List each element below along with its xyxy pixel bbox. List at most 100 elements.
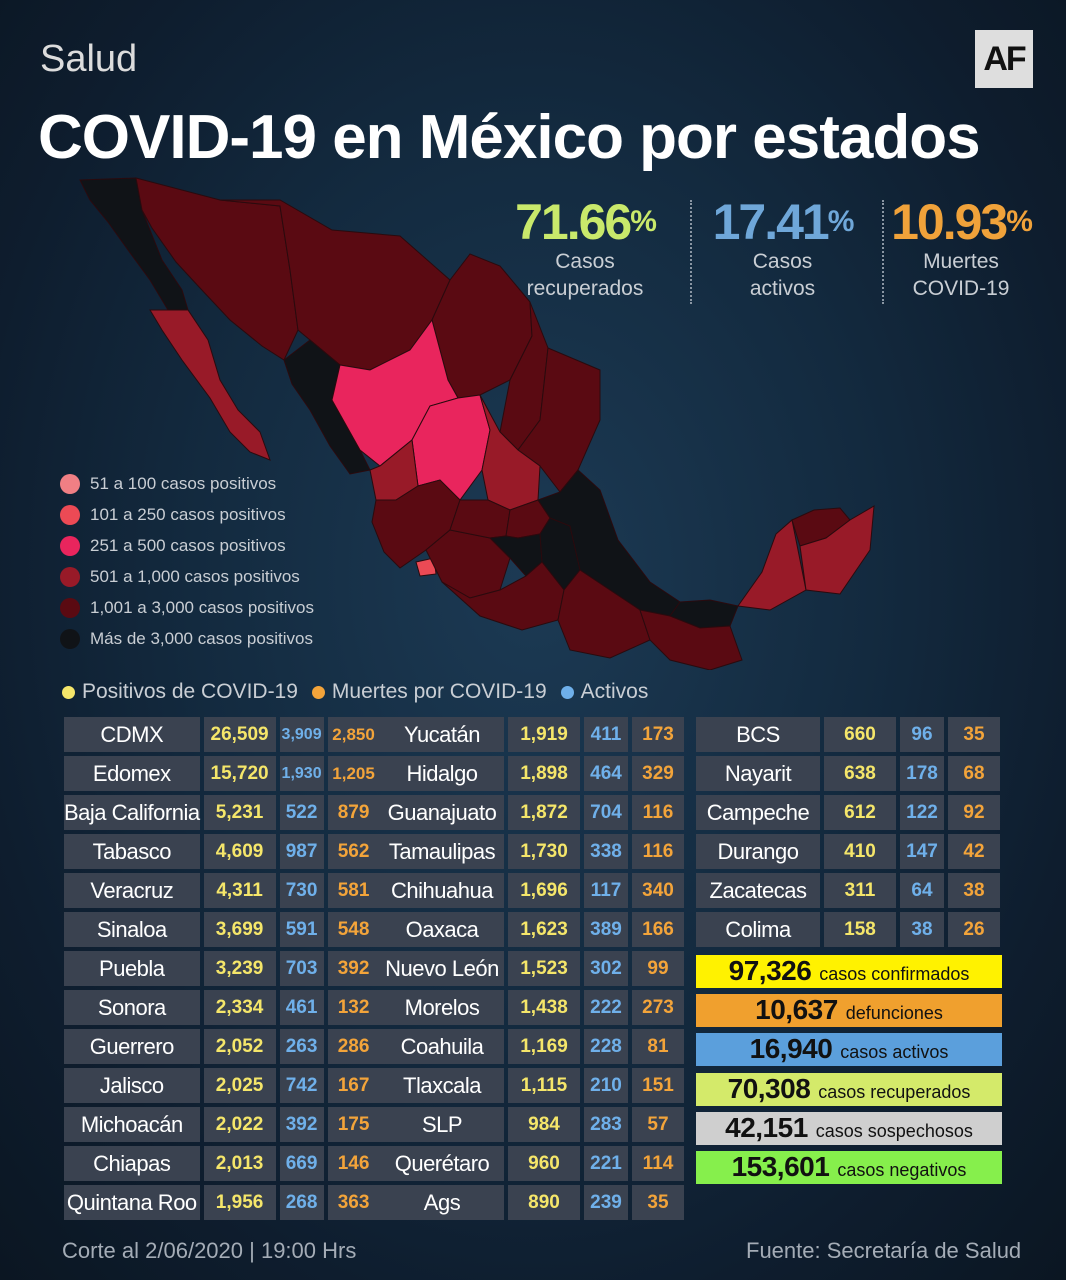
- summary-box: 16,940 casos activos: [696, 1033, 1002, 1067]
- state-name: Coahuila: [380, 1029, 504, 1064]
- map-state-colima: [415, 557, 437, 577]
- table-row: Sinaloa 3,699 591 548: [64, 912, 380, 947]
- positive-count: 1,898: [508, 756, 580, 791]
- table-row: Ags 890 239 35: [380, 1185, 684, 1220]
- stat-deaths-value: 10.93%: [891, 194, 1033, 250]
- summary-label: casos confirmados: [819, 964, 970, 984]
- death-count: 286: [327, 1029, 380, 1064]
- state-name: BCS: [696, 717, 820, 752]
- active-count: 178: [900, 756, 944, 791]
- key-dot-icon: [62, 685, 75, 699]
- active-count: 64: [900, 873, 944, 908]
- page-title: COVID-19 en México por estados: [38, 103, 981, 172]
- state-name: Sonora: [64, 990, 200, 1025]
- legend-dot-icon: [60, 504, 80, 525]
- positive-count: 960: [508, 1146, 580, 1181]
- active-count: 268: [279, 1185, 324, 1220]
- table-row: Campeche 612 122 92: [696, 795, 1000, 830]
- table-row: Nuevo León 1,523 302 99: [380, 951, 684, 986]
- state-name: Nayarit: [696, 756, 820, 791]
- legend-item: Más de 3,000 casos positivos: [60, 623, 314, 654]
- death-count: 167: [327, 1068, 380, 1103]
- active-count: 730: [279, 873, 324, 908]
- death-count: 35: [632, 1185, 684, 1220]
- positive-count: 2,334: [203, 990, 276, 1025]
- positive-count: 1,872: [508, 795, 580, 830]
- legend-label: 501 a 1,000 casos positivos: [90, 566, 300, 586]
- stat-active: 17.41% Casos activos: [700, 196, 865, 302]
- state-name: Veracruz: [64, 873, 200, 908]
- state-name: Hidalgo: [380, 756, 504, 791]
- state-name: Tamaulipas: [380, 834, 504, 869]
- legend-dot-icon: [60, 597, 80, 618]
- af-logo: AF: [975, 30, 1033, 88]
- legend-dot-icon: [60, 535, 80, 556]
- map-state-guanajuato: [449, 499, 511, 539]
- table-key: Muertes por COVID-19: [311, 680, 547, 704]
- table-row: Tlaxcala 1,115 210 151: [380, 1068, 684, 1103]
- active-count: 389: [584, 912, 628, 947]
- state-name: Campeche: [696, 795, 820, 830]
- positive-count: 3,239: [203, 951, 276, 986]
- death-count: 26: [948, 912, 1000, 947]
- table-row: Guerrero 2,052 263 286: [64, 1029, 380, 1064]
- death-count: 2,850: [327, 717, 380, 752]
- state-name: Jalisco: [64, 1068, 200, 1103]
- positive-count: 638: [824, 756, 896, 791]
- active-count: 283: [584, 1107, 628, 1142]
- positive-count: 1,696: [508, 873, 580, 908]
- positive-count: 1,438: [508, 990, 580, 1025]
- death-count: 166: [632, 912, 684, 947]
- positive-count: 2,052: [203, 1029, 276, 1064]
- legend-label: 51 a 100 casos positivos: [90, 473, 277, 493]
- positive-count: 984: [508, 1107, 580, 1142]
- stat-recovered: 71.66% Casos recuperados: [500, 196, 670, 302]
- active-count: 392: [279, 1107, 324, 1142]
- death-count: 363: [327, 1185, 380, 1220]
- summary-box: 10,637 defunciones: [696, 994, 1002, 1028]
- legend-dot-icon: [60, 473, 80, 494]
- death-count: 68: [948, 756, 1000, 791]
- positive-count: 26,509: [203, 717, 276, 752]
- table-row: SLP 984 283 57: [380, 1107, 684, 1142]
- death-count: 1,205: [327, 756, 380, 791]
- active-count: 742: [279, 1068, 324, 1103]
- state-name: Durango: [696, 834, 820, 869]
- legend-item: 1,001 a 3,000 casos positivos: [60, 592, 314, 623]
- mexico-map: [79, 177, 875, 670]
- death-count: 116: [632, 834, 684, 869]
- death-count: 146: [327, 1146, 380, 1181]
- state-name: Baja California: [64, 795, 200, 830]
- table-row: Tamaulipas 1,730 338 116: [380, 834, 684, 869]
- summary-label: casos negativos: [837, 1160, 967, 1180]
- active-count: 411: [584, 717, 628, 752]
- positive-count: 158: [824, 912, 896, 947]
- legend-item: 251 a 500 casos positivos: [60, 530, 314, 561]
- stat-recovered-label-2: recuperados: [526, 277, 644, 300]
- legend-item: 501 a 1,000 casos positivos: [60, 561, 314, 592]
- state-name: Sinaloa: [64, 912, 200, 947]
- table-row: Colima 158 38 26: [696, 912, 1000, 947]
- death-count: 581: [327, 873, 380, 908]
- stat-recovered-label-1: Casos: [555, 250, 615, 273]
- table-key: Positivos de COVID-19: [62, 680, 298, 704]
- active-count: 3,909: [279, 717, 324, 752]
- summary-number: 16,940: [749, 1033, 833, 1065]
- positive-count: 612: [824, 795, 896, 830]
- summary-number: 70,308: [727, 1072, 811, 1104]
- stat-active-label-2: activos: [749, 277, 816, 300]
- source-credit: Fuente: Secretaría de Salud: [746, 1238, 1022, 1263]
- legend-item: 51 a 100 casos positivos: [60, 468, 314, 499]
- state-name: SLP: [380, 1107, 504, 1142]
- state-name: Edomex: [64, 756, 200, 791]
- positive-count: 1,956: [203, 1185, 276, 1220]
- death-count: 38: [948, 873, 1000, 908]
- positive-count: 1,169: [508, 1029, 580, 1064]
- summary-number: 97,326: [728, 955, 812, 986]
- stat-deaths-label-2: COVID-19: [912, 277, 1010, 300]
- positive-count: 5,231: [203, 795, 276, 830]
- active-count: 210: [584, 1068, 628, 1103]
- active-count: 221: [584, 1146, 628, 1181]
- legend-dot-icon: [60, 566, 80, 587]
- positive-count: 3,699: [203, 912, 276, 947]
